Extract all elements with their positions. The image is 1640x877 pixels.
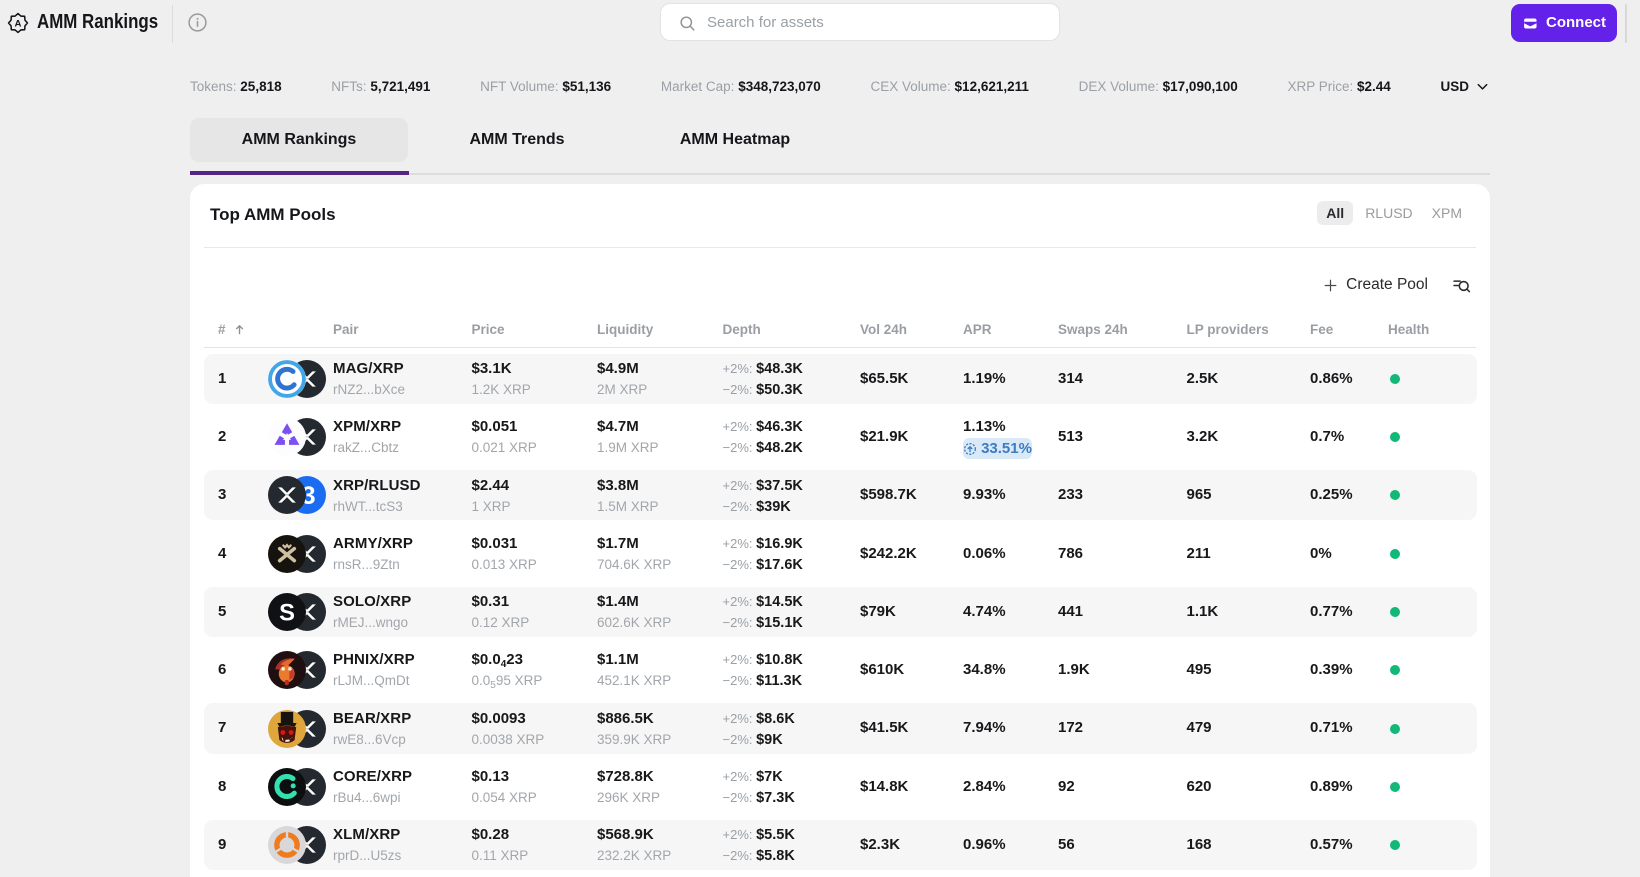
svg-text:A: A [15, 19, 22, 30]
svg-text:S: S [279, 600, 295, 627]
svg-text:3: 3 [302, 482, 316, 510]
